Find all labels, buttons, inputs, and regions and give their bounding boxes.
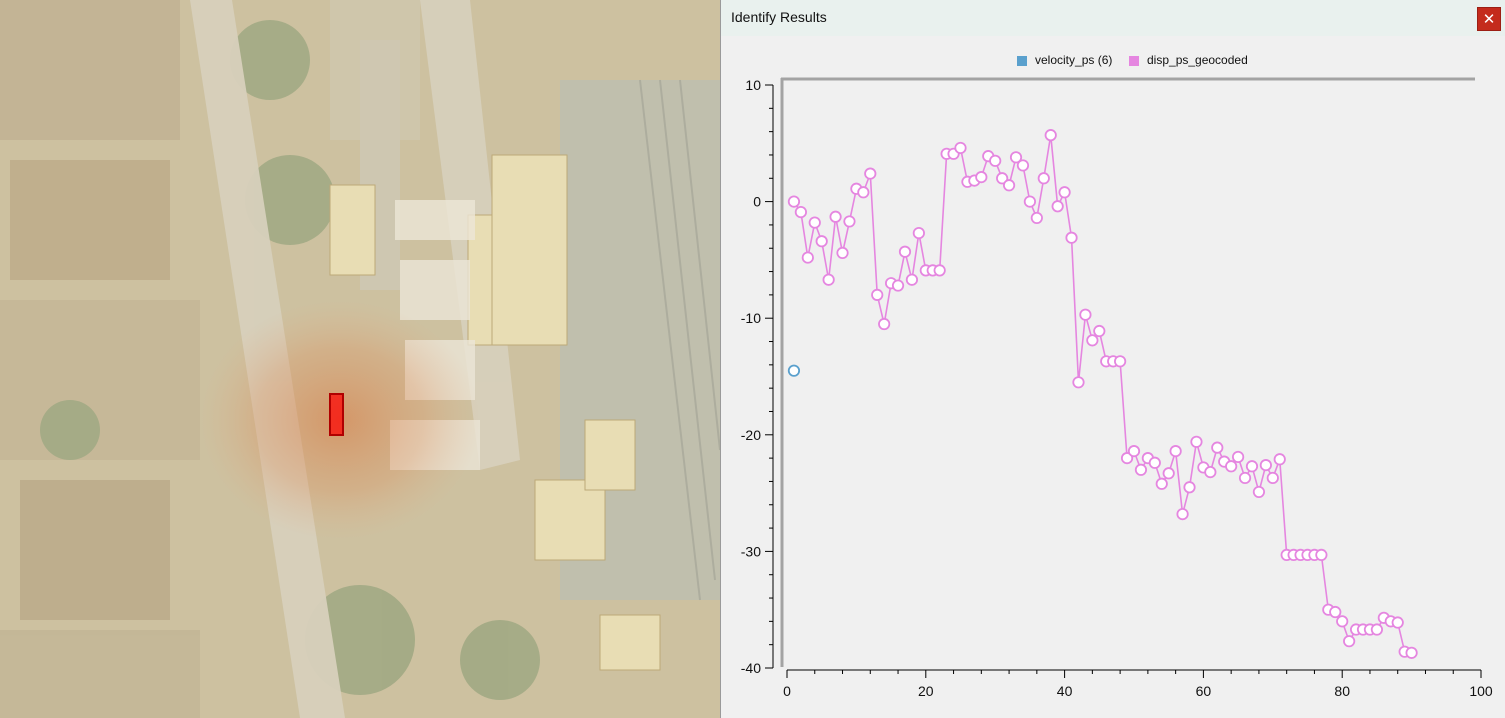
x-tick-label: 40 [1057,683,1073,699]
selected-feature-box[interactable] [329,393,344,436]
data-point-displacement[interactable] [1231,450,1245,464]
data-point-displacement[interactable] [1072,376,1085,389]
data-point-displacement[interactable] [815,235,828,248]
data-point-displacement[interactable] [1030,211,1043,225]
y-tick-label: -20 [741,427,761,443]
data-point-displacement[interactable] [1148,456,1161,469]
data-point-displacement[interactable] [801,251,814,264]
data-point-displacement[interactable] [1009,151,1023,164]
data-point-displacement[interactable] [1183,481,1196,494]
data-point-displacement[interactable] [1238,471,1252,485]
data-point-displacement[interactable] [1273,453,1286,466]
data-point-displacement[interactable] [1343,635,1356,648]
data-point-displacement[interactable] [1225,460,1238,473]
data-point-displacement[interactable] [1016,159,1030,172]
data-point-displacement[interactable] [905,273,919,286]
data-point-displacement[interactable] [843,215,856,228]
data-point-displacement[interactable] [1079,308,1092,321]
identify-results-panel: Identify Results ✕ velocity_ps (6) disp_… [720,0,1505,718]
data-point-displacement[interactable] [996,172,1009,185]
buildings [329,154,661,671]
data-point-displacement[interactable] [933,264,946,277]
data-point-displacement[interactable] [1120,452,1134,465]
y-tick-label: -40 [741,660,761,676]
data-point-displacement[interactable] [975,171,988,184]
chart-legend: velocity_ps (6) disp_ps_geocoded [721,52,1505,70]
data-point-displacement[interactable] [1002,179,1016,192]
data-point-displacement[interactable] [836,246,849,260]
data-point-displacement[interactable] [864,167,877,180]
data-point-displacement[interactable] [1190,435,1203,448]
y-tick-label: -10 [741,310,761,326]
data-point-displacement[interactable] [878,317,891,331]
plot-area [781,78,1475,667]
x-tick-label: 0 [783,683,791,699]
data-point-displacement[interactable] [857,186,870,199]
legend-label-displacement: disp_ps_geocoded [1147,53,1248,67]
data-point-displacement[interactable] [1315,548,1328,561]
data-point-displacement[interactable] [1023,195,1036,208]
data-point-displacement[interactable] [787,195,801,208]
data-point-displacement[interactable] [1176,507,1189,521]
data-point-displacement[interactable] [1162,467,1175,480]
data-point-displacement[interactable] [822,273,835,286]
close-icon[interactable]: ✕ [1477,7,1501,31]
data-point-displacement[interactable] [1051,200,1064,213]
data-point-displacement[interactable] [1127,445,1141,458]
window-title: Identify Results [731,9,827,25]
chart-plot[interactable]: 100-10-20-30-400 20 40 60 80 100 [721,70,1505,715]
data-point-displacement[interactable] [1114,355,1127,368]
data-point-displacement[interactable] [1245,460,1259,473]
map-canvas[interactable] [0,0,720,718]
data-point-displacement[interactable] [829,210,842,223]
x-tick-label: 60 [1196,683,1212,699]
data-point-displacement[interactable] [1211,441,1224,454]
rail-tracks [639,79,720,601]
data-point-displacement[interactable] [1336,615,1349,628]
legend-label-velocity: velocity_ps (6) [1035,53,1113,67]
data-point-displacement[interactable] [1037,172,1050,185]
y-tick-label: 10 [745,77,761,93]
data-point-displacement[interactable] [1044,129,1057,142]
data-point-displacement[interactable] [1266,471,1279,485]
x-tick-label: 100 [1469,683,1493,699]
data-point-displacement[interactable] [1134,463,1148,476]
y-tick-label: -30 [741,543,761,559]
data-point-displacement[interactable] [954,141,967,155]
data-point-displacement[interactable] [1204,466,1217,479]
data-point-displacement[interactable] [1058,186,1071,199]
data-point-displacement[interactable] [1169,445,1182,458]
data-point-displacement[interactable] [794,205,807,219]
data-point-displacement[interactable] [989,154,1002,167]
x-tick-label: 20 [918,683,934,699]
title-bar[interactable]: Identify Results ✕ [721,0,1505,36]
data-point-displacement[interactable] [1086,334,1099,347]
data-point-displacement[interactable] [891,279,905,292]
data-point-displacement[interactable] [808,216,821,229]
data-point-velocity[interactable] [787,364,801,377]
data-point-displacement[interactable] [1093,324,1106,338]
legend-swatch-velocity [1017,56,1027,66]
data-point-displacement[interactable] [871,288,884,301]
y-tick-label: 0 [753,194,761,210]
data-point-displacement[interactable] [1391,616,1404,629]
data-point-displacement[interactable] [898,245,912,258]
data-point-displacement[interactable] [1370,623,1384,636]
data-point-displacement[interactable] [1329,605,1342,619]
data-point-displacement[interactable] [1065,231,1078,244]
data-point-displacement[interactable] [1252,485,1266,499]
x-tick-label: 80 [1334,683,1350,699]
data-point-displacement[interactable] [1259,459,1272,472]
data-point-displacement[interactable] [1405,646,1418,659]
legend-swatch-displacement [1129,56,1139,66]
data-point-displacement[interactable] [1155,477,1168,490]
data-point-displacement[interactable] [912,226,925,240]
